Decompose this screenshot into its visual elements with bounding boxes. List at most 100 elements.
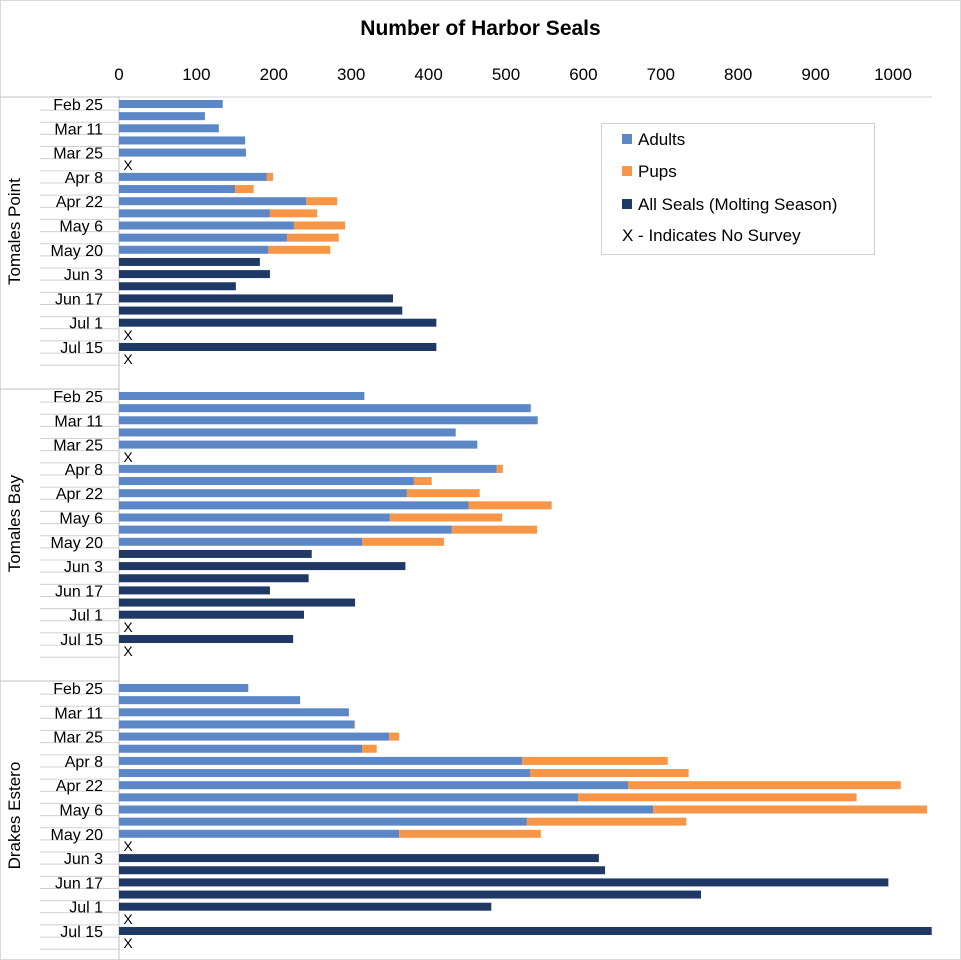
bar-adults xyxy=(119,793,578,802)
bar-all-seals xyxy=(119,282,236,291)
bar-all-seals xyxy=(119,635,294,643)
category-label: May 20 xyxy=(51,535,104,552)
bar-adults xyxy=(119,245,269,254)
bar-pups xyxy=(413,477,432,486)
x-tick-label: 200 xyxy=(260,65,288,84)
bar-pups xyxy=(577,793,857,802)
bar-adults xyxy=(119,440,478,449)
bar-adults xyxy=(119,684,249,692)
category-label: Mar 25 xyxy=(53,730,103,747)
legend-swatch-pups xyxy=(622,166,632,176)
bar-pups xyxy=(306,197,338,206)
bar-all-seals xyxy=(119,257,260,266)
bar-adults xyxy=(119,489,407,498)
category-label: Mar 25 xyxy=(53,438,103,455)
x-tick-label: 900 xyxy=(801,65,829,84)
bar-all-seals xyxy=(119,562,406,571)
bar-adults xyxy=(119,428,456,437)
bar-all-seals xyxy=(119,866,606,875)
category-label: Jul 1 xyxy=(69,608,103,625)
no-survey-marker: X xyxy=(123,935,133,951)
category-label: Apr 22 xyxy=(56,486,103,503)
bar-adults xyxy=(119,148,246,157)
legend-label: All Seals (Molting Season) xyxy=(638,195,838,214)
bar-adults xyxy=(119,477,414,486)
x-tick-label: 100 xyxy=(182,65,210,84)
category-label: Apr 8 xyxy=(65,754,103,771)
bar-all-seals xyxy=(119,927,932,935)
bar-all-seals xyxy=(119,902,492,911)
group-label: Tomales Bay xyxy=(5,474,24,572)
category-label: Feb 25 xyxy=(53,97,103,114)
bar-adults xyxy=(119,513,390,522)
category-label: Mar 11 xyxy=(54,705,103,722)
bar-all-seals xyxy=(119,270,270,279)
bar-pups xyxy=(526,817,687,826)
bar-pups xyxy=(269,209,318,218)
category-label: Jul 15 xyxy=(60,924,103,941)
category-label: Apr 22 xyxy=(56,194,103,211)
category-label: Apr 22 xyxy=(56,778,103,795)
category-label: Jul 1 xyxy=(69,316,103,333)
bar-pups xyxy=(496,464,503,473)
bar-all-seals xyxy=(119,343,437,351)
category-label: May 6 xyxy=(59,511,103,528)
x-tick-label: 500 xyxy=(492,65,520,84)
category-label: Jun 3 xyxy=(64,559,103,576)
bar-pups xyxy=(362,744,377,753)
bar-all-seals xyxy=(119,306,403,315)
no-survey-marker: X xyxy=(123,619,133,635)
bar-adults xyxy=(119,185,236,194)
x-tick-label: 800 xyxy=(724,65,752,84)
bar-adults xyxy=(119,805,654,814)
bar-adults xyxy=(119,392,365,400)
bar-pups xyxy=(628,781,901,790)
no-survey-marker: X xyxy=(123,838,133,854)
bar-adults xyxy=(119,464,497,473)
no-survey-marker: X xyxy=(123,911,133,927)
category-label: Mar 11 xyxy=(54,413,103,430)
no-survey-marker: X xyxy=(123,157,133,173)
bar-adults xyxy=(119,525,452,534)
category-label: Feb 25 xyxy=(53,681,103,698)
bar-adults xyxy=(119,720,355,729)
category-label: May 20 xyxy=(51,827,104,844)
category-label: Jun 3 xyxy=(64,267,103,284)
bar-all-seals xyxy=(119,890,702,899)
bar-adults xyxy=(119,769,530,778)
x-tick-label: 700 xyxy=(647,65,675,84)
legend-label: Pups xyxy=(638,162,677,181)
x-tick-label: 400 xyxy=(414,65,442,84)
legend-label: Adults xyxy=(638,130,686,149)
legend-item-pups: Pups xyxy=(622,162,677,182)
bar-adults xyxy=(119,136,246,145)
bar-pups xyxy=(389,513,503,522)
legend-swatch-all-seals xyxy=(622,199,632,209)
legend-item-no-survey: X - Indicates No Survey xyxy=(622,226,801,246)
bar-all-seals xyxy=(119,318,437,327)
category-label: Jun 17 xyxy=(55,875,103,892)
category-label: Mar 11 xyxy=(54,121,103,138)
bar-pups xyxy=(451,525,537,534)
category-label: Jun 3 xyxy=(64,851,103,868)
x-tick-label: 300 xyxy=(337,65,365,84)
x-tick-label: 0 xyxy=(114,65,123,84)
bar-adults xyxy=(119,209,270,218)
category-label: Apr 8 xyxy=(65,462,103,479)
bar-pups xyxy=(529,769,689,778)
category-label: Jul 1 xyxy=(69,900,103,917)
category-label: May 6 xyxy=(59,803,103,820)
bar-pups xyxy=(406,489,480,498)
category-label: Jul 15 xyxy=(60,340,103,357)
bar-all-seals xyxy=(119,610,304,619)
no-survey-marker: X xyxy=(123,351,133,367)
bar-pups xyxy=(389,732,400,741)
category-label: Feb 25 xyxy=(53,389,103,406)
bar-adults xyxy=(119,756,523,765)
category-label: Jun 17 xyxy=(55,583,103,600)
bar-adults xyxy=(119,501,469,510)
bar-pups xyxy=(653,805,928,814)
bar-adults xyxy=(119,708,349,717)
bar-pups xyxy=(266,172,274,181)
